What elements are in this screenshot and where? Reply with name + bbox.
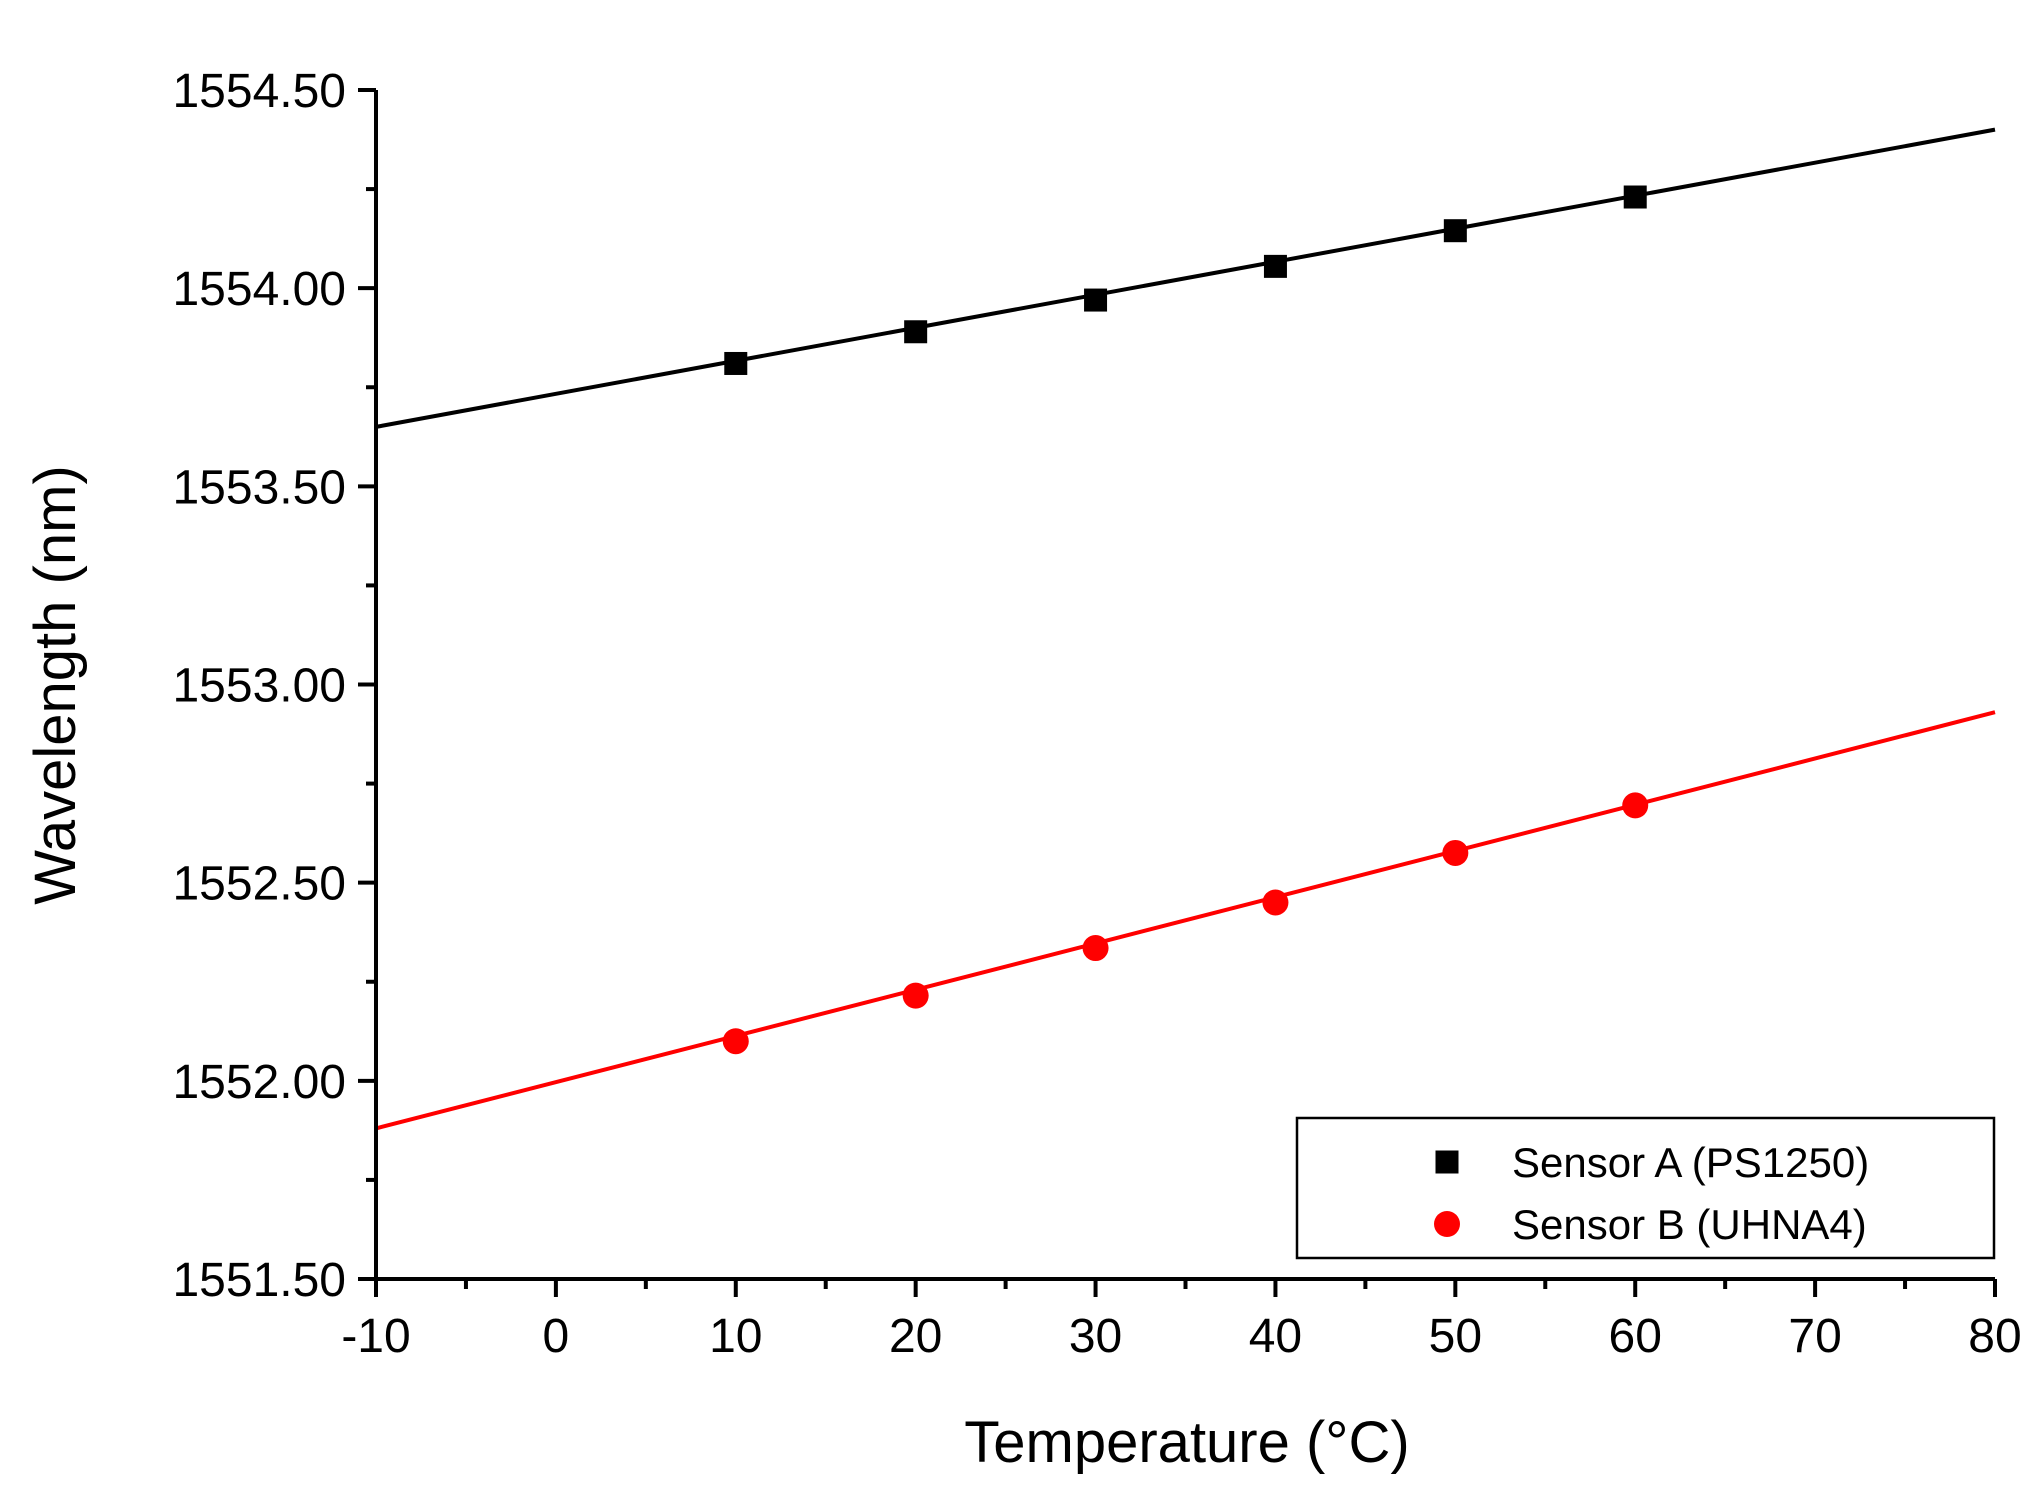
x-tick-label: 10 — [709, 1310, 762, 1363]
y-tick-label: 1554.50 — [172, 65, 346, 118]
y-tick-label: 1553.00 — [172, 660, 346, 713]
y-tick-label: 1553.50 — [172, 461, 346, 514]
data-point-circle — [1262, 889, 1289, 916]
x-axis-title: Temperature (°C) — [964, 1410, 1409, 1475]
legend: Sensor A (PS1250) Sensor B (UHNA4) — [1295, 1116, 1996, 1260]
legend-marker-circle — [1434, 1211, 1460, 1237]
x-tick-label: 70 — [1788, 1310, 1841, 1363]
data-point-circle — [1082, 935, 1109, 962]
y-tick-label: 1552.50 — [172, 858, 346, 911]
y-tick-label: 1554.00 — [172, 263, 346, 316]
data-point-circle — [1622, 792, 1649, 819]
y-axis-title: Wavelength (nm) — [23, 465, 88, 904]
fit-line-series-1 — [375, 127, 1996, 429]
fit-line-series-2 — [375, 710, 1996, 1131]
y-tick-label: 1552.00 — [172, 1056, 346, 1109]
data-point-square — [724, 351, 748, 375]
x-tick-label: 30 — [1069, 1310, 1122, 1363]
legend-box — [1295, 1116, 1996, 1260]
legend-label: Sensor A (PS1250) — [1512, 1139, 1869, 1186]
x-tick-label: 40 — [1249, 1310, 1302, 1363]
data-point-circle — [902, 982, 929, 1009]
legend-marker-square — [1435, 1150, 1459, 1174]
x-tick-label: 80 — [1968, 1310, 2021, 1363]
y-tick-label: 1551.50 — [172, 1254, 346, 1307]
x-tick-label: 20 — [889, 1310, 942, 1363]
x-tick-label: 50 — [1429, 1310, 1482, 1363]
data-point-circle — [722, 1028, 749, 1055]
data-point-square — [1443, 219, 1467, 243]
data-point-square — [1263, 254, 1287, 278]
x-tick-label: -10 — [341, 1310, 410, 1363]
data-point-square — [1084, 288, 1108, 312]
x-tick-label: 0 — [543, 1310, 570, 1363]
data-point-square — [904, 320, 928, 344]
axes: -10 0 10 20 30 40 50 60 70 80 1551.50 1552.00 1552.5… — [172, 65, 2021, 1363]
x-tick-label: 60 — [1609, 1310, 1662, 1363]
data-point-circle — [1442, 839, 1469, 866]
plot-area — [375, 127, 1996, 1131]
legend-label: Sensor B (UHNA4) — [1512, 1201, 1867, 1248]
data-point-square — [1623, 185, 1647, 209]
